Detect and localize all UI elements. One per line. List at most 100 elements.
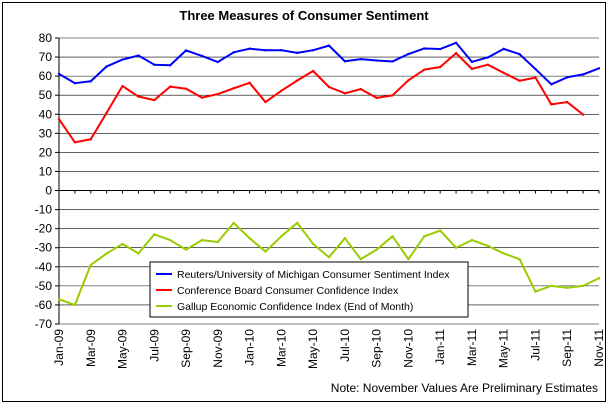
data-point [407,79,410,82]
data-point [375,248,378,251]
data-point [518,53,521,56]
data-point [486,56,490,59]
x-tick-label: Mar-09 [84,329,98,367]
x-tick-label: Jan-10 [243,329,257,366]
data-point [375,96,378,100]
x-tick-label: Nov-11 [592,329,606,367]
data-point [518,79,521,82]
chart-title: Three Measures of Consumer Sentiment [179,8,429,23]
data-point [343,92,347,95]
data-point [296,221,299,225]
series-line-2 [58,52,584,144]
legend-box [149,261,469,318]
data-point [454,41,458,44]
series-layer [57,41,601,307]
y-tick-label: 0 [45,184,52,198]
data-point [534,76,537,79]
x-tick-label: Sep-11 [560,329,574,367]
data-point [359,257,362,261]
data-point [137,54,140,57]
legend-label: Conference Board Consumer Confidence Ind… [177,285,399,297]
x-tick-label: May-09 [116,329,130,369]
data-point [550,83,553,86]
data-point [438,65,442,69]
y-tick-label: -20 [35,222,53,236]
data-point [232,87,235,90]
data-point [121,58,124,61]
y-tick-label: 30 [39,126,53,140]
data-point [550,284,553,288]
chart-area [2,2,606,402]
legend-label: Reuters/University of Michigan Consumer … [177,269,450,281]
data-point [73,141,77,144]
x-tick-label: Jan-09 [52,329,66,366]
data-point [200,96,204,99]
x-tick-label: Nov-09 [211,329,225,368]
data-point [391,94,394,97]
data-point [105,252,108,255]
data-point [296,79,299,82]
data-point [311,242,315,246]
data-point [232,51,235,54]
data-point [200,54,204,58]
data-point [280,49,283,52]
data-point [73,303,77,307]
data-point [216,60,220,64]
x-tick-label: Sep-09 [179,329,193,368]
data-point [168,64,172,67]
data-point [550,103,553,106]
data-point [264,250,267,253]
data-point [502,47,505,51]
data-point [454,52,458,55]
x-tick-label: Mar-10 [274,329,288,367]
data-point [89,80,92,83]
data-point [264,49,267,52]
data-point [296,51,299,55]
legend: Reuters/University of Michigan Consumer … [149,261,469,318]
x-tick-label: May-11 [497,329,511,368]
data-point [105,111,108,114]
data-point [470,238,474,242]
data-point [566,100,569,104]
data-point [137,252,140,255]
y-tick-label: -70 [35,317,53,331]
data-point [486,244,490,248]
y-tick-label: -60 [35,298,53,312]
data-point [153,233,156,236]
legend-label: Gallup Economic Confidence Index (End of… [177,301,413,313]
data-point [216,240,220,244]
series-line-1 [58,41,600,86]
x-tick-label: Jul-10 [338,329,352,362]
data-point [184,248,188,251]
x-tick-label: Nov-10 [401,329,415,368]
data-point [327,44,331,47]
data-point [311,69,315,73]
data-point [518,257,521,261]
data-point [407,52,410,56]
data-point [248,81,251,85]
data-point [311,49,315,52]
x-tick-label: Jul-11 [528,329,542,361]
data-point [168,238,172,242]
data-point [534,67,537,71]
data-point [502,252,505,255]
data-point [423,235,426,238]
x-tick-label: Jan-11 [433,329,447,365]
data-point [121,242,124,246]
data-point [168,85,172,88]
data-point [153,63,156,66]
data-point [89,138,92,141]
data-point [486,63,490,66]
data-point [566,286,569,289]
data-point [232,221,235,225]
y-tick-label: 70 [39,50,53,64]
axis-layer: 80706050403020100-10-20-30-40-50-60-70Ja… [35,31,606,369]
data-point [581,73,585,76]
data-point [407,257,410,261]
y-tick-label: -10 [35,203,53,217]
chart-note: Note: November Values Are Preliminary Es… [331,381,598,395]
data-point [454,246,458,249]
data-point [438,47,442,51]
data-point [57,298,61,301]
